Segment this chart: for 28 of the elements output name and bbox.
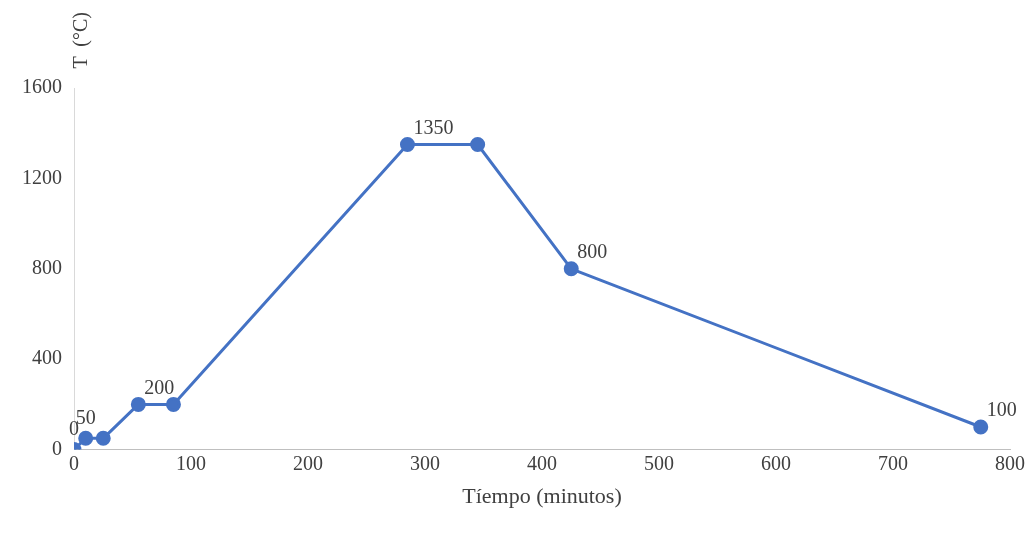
data-label: 100	[986, 398, 1017, 421]
y-tick-label: 0	[52, 436, 62, 459]
point	[95, 430, 111, 446]
point	[78, 430, 94, 446]
x-tick-label: 300	[410, 451, 440, 474]
x-tick-label: 400	[527, 451, 557, 474]
x-axis-title: Tíempo (minutos)	[462, 482, 622, 508]
y-axis-title: T (°C)	[69, 12, 93, 69]
point	[563, 261, 579, 277]
data-label: 1350	[413, 115, 454, 138]
point	[973, 419, 989, 435]
x-tick-label: 0	[69, 451, 79, 474]
x-tick-label: 500	[644, 451, 674, 474]
y-tick-label: 1200	[22, 165, 62, 188]
y-tick-label: 400	[32, 346, 62, 369]
x-tick-label: 100	[176, 451, 206, 474]
point	[399, 137, 415, 152]
data-label: 800	[577, 240, 608, 263]
x-tick-label: 600	[761, 451, 791, 474]
x-tick-label: 800	[995, 451, 1025, 474]
data-label: 200	[144, 375, 175, 398]
y-tick-label: 1600	[22, 75, 62, 98]
x-tick-label: 200	[293, 451, 323, 474]
point	[130, 396, 146, 412]
point	[165, 396, 181, 412]
point	[470, 137, 486, 152]
y-tick-label: 800	[32, 256, 62, 279]
x-tick-label: 700	[878, 451, 908, 474]
